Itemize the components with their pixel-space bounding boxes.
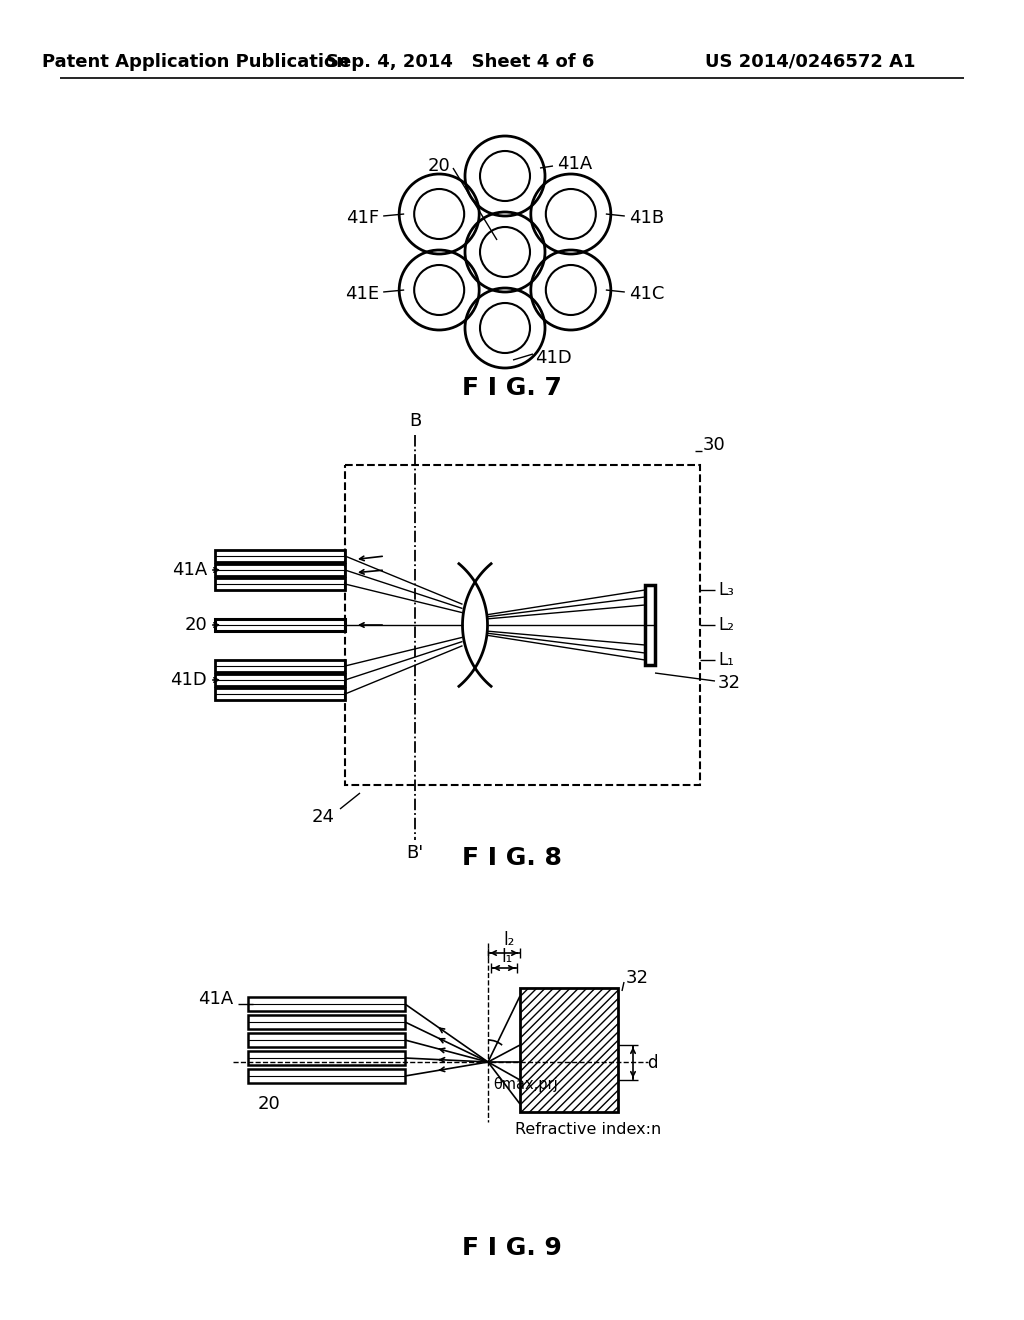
Text: Sep. 4, 2014   Sheet 4 of 6: Sep. 4, 2014 Sheet 4 of 6 (326, 53, 594, 71)
Text: L₃: L₃ (718, 581, 734, 599)
Bar (345, 465, 700, 785)
Bar (215, 675, 345, 686)
Text: Patent Application Publication: Patent Application Publication (42, 53, 348, 71)
Bar (248, 1051, 406, 1065)
Text: 41B: 41B (629, 209, 664, 227)
Text: B': B' (407, 843, 424, 862)
Text: US 2014/0246572 A1: US 2014/0246572 A1 (705, 53, 915, 71)
Text: B: B (409, 412, 421, 430)
Bar (215, 550, 345, 562)
Bar (520, 987, 618, 1111)
Bar (215, 688, 345, 700)
Text: F I G. 9: F I G. 9 (462, 1236, 562, 1261)
Text: 41A: 41A (198, 990, 233, 1008)
Text: 41D: 41D (535, 348, 571, 367)
Bar (645, 585, 655, 665)
Text: 41A: 41A (557, 154, 592, 173)
Text: 20: 20 (184, 616, 207, 634)
Text: d: d (647, 1053, 657, 1072)
Text: 41E: 41E (345, 285, 379, 304)
Text: 30: 30 (703, 436, 726, 454)
Bar (248, 1069, 406, 1082)
Text: 32: 32 (718, 675, 741, 692)
Bar (215, 619, 345, 631)
Text: 41D: 41D (170, 671, 207, 689)
Bar (215, 564, 345, 576)
Text: F I G. 8: F I G. 8 (462, 846, 562, 870)
Bar (248, 1034, 406, 1047)
Bar (248, 1015, 406, 1030)
Text: L₁: L₁ (718, 651, 734, 669)
Text: l₂: l₂ (504, 931, 515, 949)
Text: 24: 24 (312, 808, 335, 826)
Text: 32: 32 (626, 969, 649, 987)
Text: L₂: L₂ (718, 616, 734, 634)
Bar (215, 578, 345, 590)
Text: 41C: 41C (629, 285, 665, 304)
Text: 41F: 41F (346, 209, 379, 227)
Text: 20: 20 (258, 1096, 281, 1113)
Text: Refractive index:n: Refractive index:n (515, 1122, 662, 1138)
Bar (248, 997, 406, 1011)
Text: F I G. 7: F I G. 7 (462, 376, 562, 400)
Text: 20: 20 (427, 157, 450, 176)
Text: θmax,prj: θmax,prj (493, 1077, 558, 1092)
Text: l₁: l₁ (502, 948, 513, 966)
Text: 41A: 41A (172, 561, 207, 579)
Bar (215, 660, 345, 672)
